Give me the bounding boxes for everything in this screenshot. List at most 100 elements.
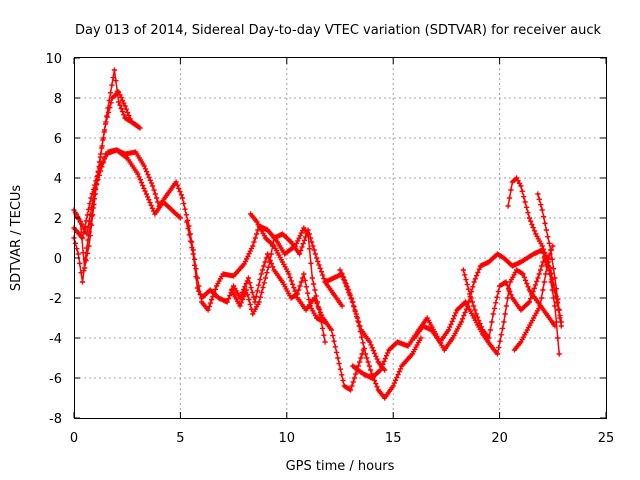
- data-point: [102, 127, 108, 133]
- data-point: [116, 89, 122, 95]
- data-point: [537, 303, 543, 309]
- y-tick-label: 2: [54, 212, 62, 227]
- data-point: [373, 353, 379, 359]
- data-point: [82, 256, 88, 262]
- data-point: [328, 327, 335, 333]
- data-point: [532, 282, 539, 288]
- data-point: [504, 282, 510, 288]
- data-point: [502, 311, 508, 317]
- data-point: [206, 304, 212, 310]
- data-point: [253, 293, 259, 299]
- data-point: [194, 285, 200, 291]
- data-point: [311, 247, 317, 253]
- data-point: [556, 351, 562, 357]
- data-point: [535, 275, 541, 281]
- data-point: [212, 286, 218, 292]
- y-tick-label: 6: [54, 132, 62, 147]
- data-point: [146, 174, 152, 180]
- data-point: [190, 251, 196, 257]
- data-point: [291, 285, 297, 291]
- data-point: [334, 349, 340, 355]
- data-point: [539, 263, 545, 269]
- data-point: [514, 175, 520, 181]
- data-point: [345, 286, 351, 292]
- data-point: [339, 372, 345, 378]
- data-point: [111, 67, 117, 73]
- data-point: [473, 311, 479, 317]
- data-point: [250, 243, 256, 249]
- data-point: [486, 335, 492, 341]
- data-point: [460, 316, 466, 322]
- y-axis-title: SDTVAR / TECUs: [9, 185, 24, 292]
- data-point: [108, 90, 114, 96]
- data-point: [395, 372, 401, 378]
- data-point: [94, 181, 100, 187]
- data-point: [188, 238, 194, 244]
- y-tick-label: 10: [45, 52, 62, 67]
- data-point: [118, 105, 124, 111]
- data-point: [374, 356, 380, 362]
- y-tick-label: -4: [49, 332, 62, 347]
- data-point: [183, 212, 189, 218]
- data-point: [306, 231, 312, 237]
- data-point: [322, 339, 328, 345]
- data-point: [81, 268, 87, 274]
- data-point: [178, 192, 184, 198]
- data-point: [366, 363, 372, 369]
- data-point: [316, 262, 322, 268]
- data-point: [260, 285, 266, 291]
- data-point: [350, 379, 356, 385]
- x-axis-title: GPS time / hours: [286, 459, 395, 474]
- data-point: [205, 307, 211, 313]
- data-point: [341, 277, 347, 283]
- data-point: [108, 100, 114, 106]
- data-point: [243, 281, 249, 287]
- data-point: [549, 256, 555, 262]
- data-point: [475, 269, 481, 275]
- data-point: [351, 304, 357, 310]
- data-point: [147, 200, 153, 206]
- data-point: [380, 361, 386, 367]
- data-point: [306, 246, 313, 252]
- data-point: [469, 299, 475, 305]
- data-point: [99, 143, 105, 149]
- data-point: [193, 274, 199, 280]
- data-point: [192, 262, 198, 268]
- data-point: [98, 151, 104, 157]
- data-point: [320, 325, 326, 331]
- series-track-3: [71, 147, 328, 345]
- data-point: [543, 271, 549, 277]
- data-point: [113, 78, 119, 84]
- series-track-10: [350, 247, 562, 381]
- data-point: [355, 318, 361, 324]
- data-point: [478, 324, 484, 330]
- data-point: [72, 240, 78, 246]
- data-point: [151, 187, 157, 193]
- data-point: [318, 269, 325, 275]
- data-point: [396, 369, 402, 375]
- data-point: [140, 182, 146, 188]
- x-tick-label: 20: [491, 431, 508, 446]
- data-point: [526, 299, 532, 305]
- data-point: [530, 289, 536, 295]
- y-tick-label: 4: [54, 172, 62, 187]
- data-point: [249, 289, 255, 295]
- data-point: [466, 298, 472, 304]
- data-point: [298, 248, 304, 254]
- data-point: [531, 285, 537, 291]
- data-point: [77, 260, 83, 266]
- data-point: [314, 255, 320, 261]
- data-point: [539, 243, 545, 249]
- data-point: [259, 289, 265, 295]
- data-point: [209, 297, 215, 303]
- data-point: [546, 240, 552, 246]
- data-point: [247, 280, 253, 286]
- data-point: [365, 359, 371, 365]
- data-point: [315, 304, 321, 310]
- data-point: [547, 265, 553, 271]
- data-point: [545, 255, 552, 261]
- data-point: [472, 307, 478, 313]
- data-point: [311, 281, 317, 287]
- data-point: [91, 192, 97, 198]
- data-point: [261, 280, 267, 286]
